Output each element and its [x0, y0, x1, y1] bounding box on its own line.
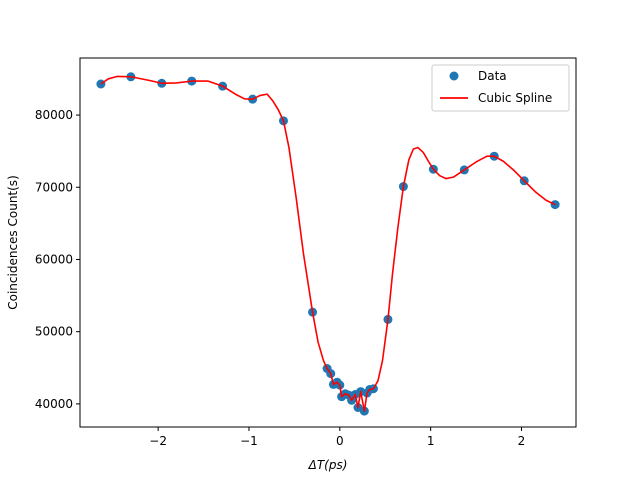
legend-data-label: Data	[478, 69, 507, 83]
x-tick-label: −2	[149, 434, 167, 448]
y-tick-label: 80000	[35, 108, 73, 122]
legend: Data Cubic Spline	[431, 64, 570, 112]
x-tick-label: 1	[427, 434, 435, 448]
legend-data-marker	[449, 71, 459, 81]
y-tick-label: 60000	[35, 252, 73, 266]
x-tick-label: −1	[240, 434, 258, 448]
plot-content	[96, 72, 560, 416]
x-tick-label: 2	[518, 434, 526, 448]
y-tick-label: 70000	[35, 180, 73, 194]
x-axis-label: ΔT(ps)	[308, 458, 348, 472]
y-axis: 40000 50000 60000 70000 80000	[35, 108, 80, 411]
y-tick-label: 40000	[35, 397, 73, 411]
x-axis: −2 −1 0 1 2	[149, 427, 525, 448]
legend-spline-label: Cubic Spline	[478, 91, 552, 105]
axes-frame	[79, 57, 577, 428]
cubic-spline-line	[100, 75, 556, 412]
x-tick-label: 0	[336, 434, 344, 448]
y-tick-label: 50000	[35, 325, 73, 339]
y-axis-label: Coincidences Count(s)	[6, 175, 20, 310]
legend-box	[431, 64, 570, 112]
